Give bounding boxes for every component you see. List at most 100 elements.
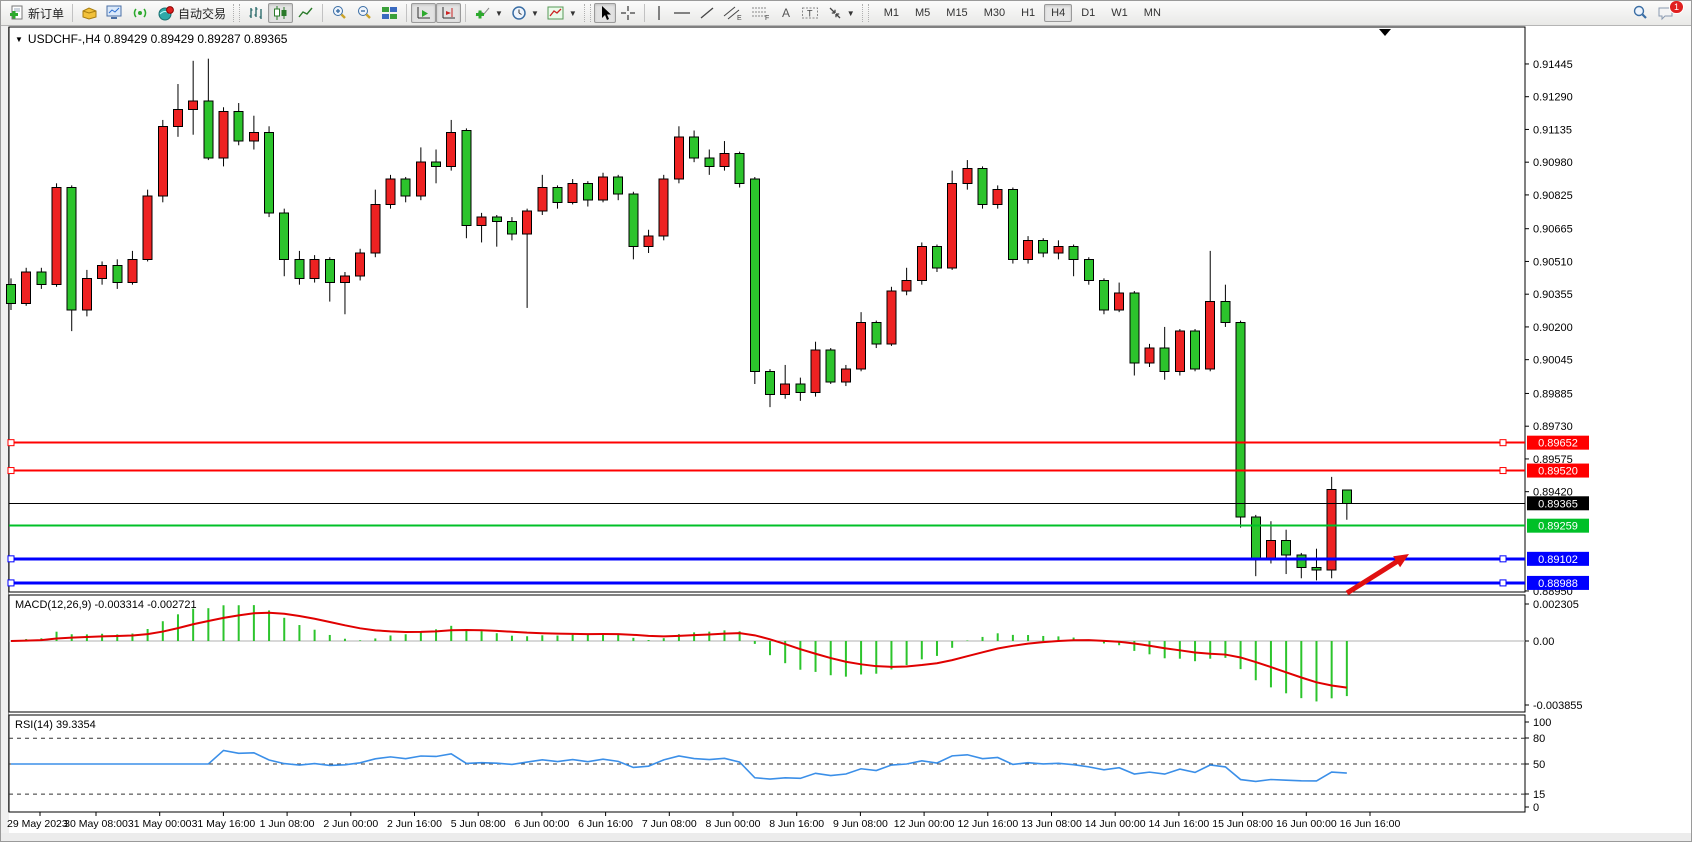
candle-body	[1129, 292, 1140, 364]
text-button[interactable]: A	[775, 3, 797, 23]
time-axis-label: 1 Jun 08:00	[260, 818, 315, 830]
timeframe-button-M5[interactable]: M5	[915, 7, 931, 19]
profiles-button[interactable]	[77, 3, 102, 23]
price-level-label	[1527, 551, 1589, 566]
candle-body	[324, 258, 335, 284]
periods-button[interactable]: ▼	[507, 3, 543, 23]
timeframe-button-W1[interactable]: W1	[1111, 7, 1128, 19]
candle-body	[886, 290, 897, 345]
candle-body	[537, 187, 548, 212]
candle-body	[765, 370, 775, 396]
candle-body	[400, 178, 411, 197]
line-handle	[7, 579, 15, 587]
zoom-out-button[interactable]	[352, 3, 377, 23]
time-axis-label: 6 Jun 00:00	[514, 818, 569, 830]
candle-body	[97, 265, 108, 279]
svg-text:A: A	[782, 6, 790, 20]
candle-body	[1341, 489, 1352, 504]
candle-body	[1265, 539, 1276, 560]
indicators-button[interactable]: ▼	[470, 3, 507, 23]
horizontal-line-button[interactable]	[669, 3, 695, 23]
toolbar: 新订单 自动交易	[1, 1, 1691, 26]
candle-body	[476, 216, 487, 227]
line-handle	[7, 555, 15, 563]
candle-body	[901, 279, 912, 292]
profiles-icon	[81, 5, 98, 21]
hline-0.89520[interactable]: 0.89520	[7, 463, 1589, 478]
line-chart-icon	[297, 5, 314, 21]
vertical-line-button[interactable]	[649, 3, 669, 23]
svg-text:0.89365: 0.89365	[1538, 498, 1578, 510]
candle-body	[613, 176, 624, 195]
candle-body	[491, 216, 502, 222]
auto-scroll-button[interactable]	[411, 3, 437, 23]
candle-body	[856, 322, 867, 370]
auto-trading-button[interactable]: 自动交易	[153, 3, 230, 23]
text-label-button[interactable]: T	[797, 3, 823, 23]
rsi-name: RSI(14)	[15, 719, 53, 731]
candle-body	[977, 168, 988, 205]
candle-body	[1023, 239, 1034, 260]
candle-body	[992, 189, 1003, 205]
notification-badge: 1	[1669, 1, 1684, 14]
hline-0.89102[interactable]: 0.89102	[7, 551, 1589, 566]
symbol-dropdown-icon[interactable]: ▼	[15, 35, 23, 44]
candle-body	[385, 178, 396, 205]
equidistant-channel-button[interactable]: E	[719, 3, 747, 23]
signals-button[interactable]	[128, 3, 153, 23]
hline-0.89652[interactable]: 0.89652	[7, 435, 1589, 450]
trendline-button[interactable]	[695, 3, 719, 23]
rsi-axis-label: 80	[1533, 733, 1545, 745]
candle-body	[142, 195, 153, 260]
price-level-label	[1527, 435, 1589, 450]
time-axis-label: 2 Jun 00:00	[323, 818, 378, 830]
crosshair-button[interactable]	[616, 3, 640, 23]
candle-body	[1083, 258, 1094, 281]
timeframe-button-MN[interactable]: MN	[1143, 7, 1161, 19]
line-chart-button[interactable]	[293, 3, 318, 23]
rsi-indicator-label: RSI(14) 39.3354	[15, 719, 96, 731]
timeframe-button-M1[interactable]: M1	[883, 7, 899, 19]
candle-body	[916, 246, 927, 281]
timeframe-button-M30[interactable]: M30	[983, 7, 1006, 19]
timeframe-button-D1[interactable]: D1	[1081, 7, 1096, 19]
candle-body	[1159, 347, 1170, 372]
chart-shift-marker-icon[interactable]	[1379, 29, 1391, 36]
new-order-icon	[9, 5, 25, 21]
price-level-label	[1527, 463, 1589, 478]
candle-body	[6, 284, 16, 305]
candlestick-chart-button[interactable]	[268, 3, 294, 23]
hline-0.89365[interactable]: 0.89365	[9, 496, 1589, 511]
candle-body	[628, 193, 639, 248]
time-axis-label: 12 Jun 00:00	[894, 818, 955, 830]
price-tick-label: 0.91135	[1533, 124, 1572, 136]
time-axis-label: 15 Jun 08:00	[1212, 818, 1273, 830]
zoom-in-button[interactable]	[327, 3, 352, 23]
timeframe-button-H4[interactable]: H4	[1044, 4, 1073, 22]
search-button[interactable]	[1628, 3, 1653, 23]
fibonacci-button[interactable]: F	[747, 3, 775, 23]
arrows-button[interactable]: ▼	[823, 3, 859, 23]
chart-shift-button[interactable]	[436, 3, 462, 23]
new-order-button[interactable]: 新订单	[5, 3, 68, 23]
timeframe-button-H1[interactable]: H1	[1021, 7, 1036, 19]
hline-0.89259[interactable]: 0.89259	[9, 518, 1589, 533]
bar-chart-button[interactable]	[243, 3, 268, 23]
candle-body	[598, 176, 609, 201]
dropdown-caret-icon: ▼	[846, 8, 855, 18]
arrow-annotation[interactable]	[1345, 554, 1409, 596]
tile-windows-button[interactable]	[377, 3, 402, 23]
timeframe-button-M15[interactable]: M15	[946, 7, 968, 19]
time-axis-label: 16 Jun 00:00	[1276, 818, 1337, 830]
hline-0.88988[interactable]: 0.88988	[7, 575, 1589, 590]
templates-button[interactable]: ▼	[543, 3, 581, 23]
time-axis-label: 14 Jun 00:00	[1085, 818, 1146, 830]
cursor-button[interactable]	[593, 3, 616, 23]
candle-body	[780, 383, 791, 396]
candle-body	[21, 271, 32, 305]
zoom-out-icon	[356, 5, 373, 21]
svg-text:0.89520: 0.89520	[1538, 466, 1578, 478]
terminal-button[interactable]	[102, 3, 128, 23]
chat-button[interactable]: 1	[1653, 1, 1684, 23]
